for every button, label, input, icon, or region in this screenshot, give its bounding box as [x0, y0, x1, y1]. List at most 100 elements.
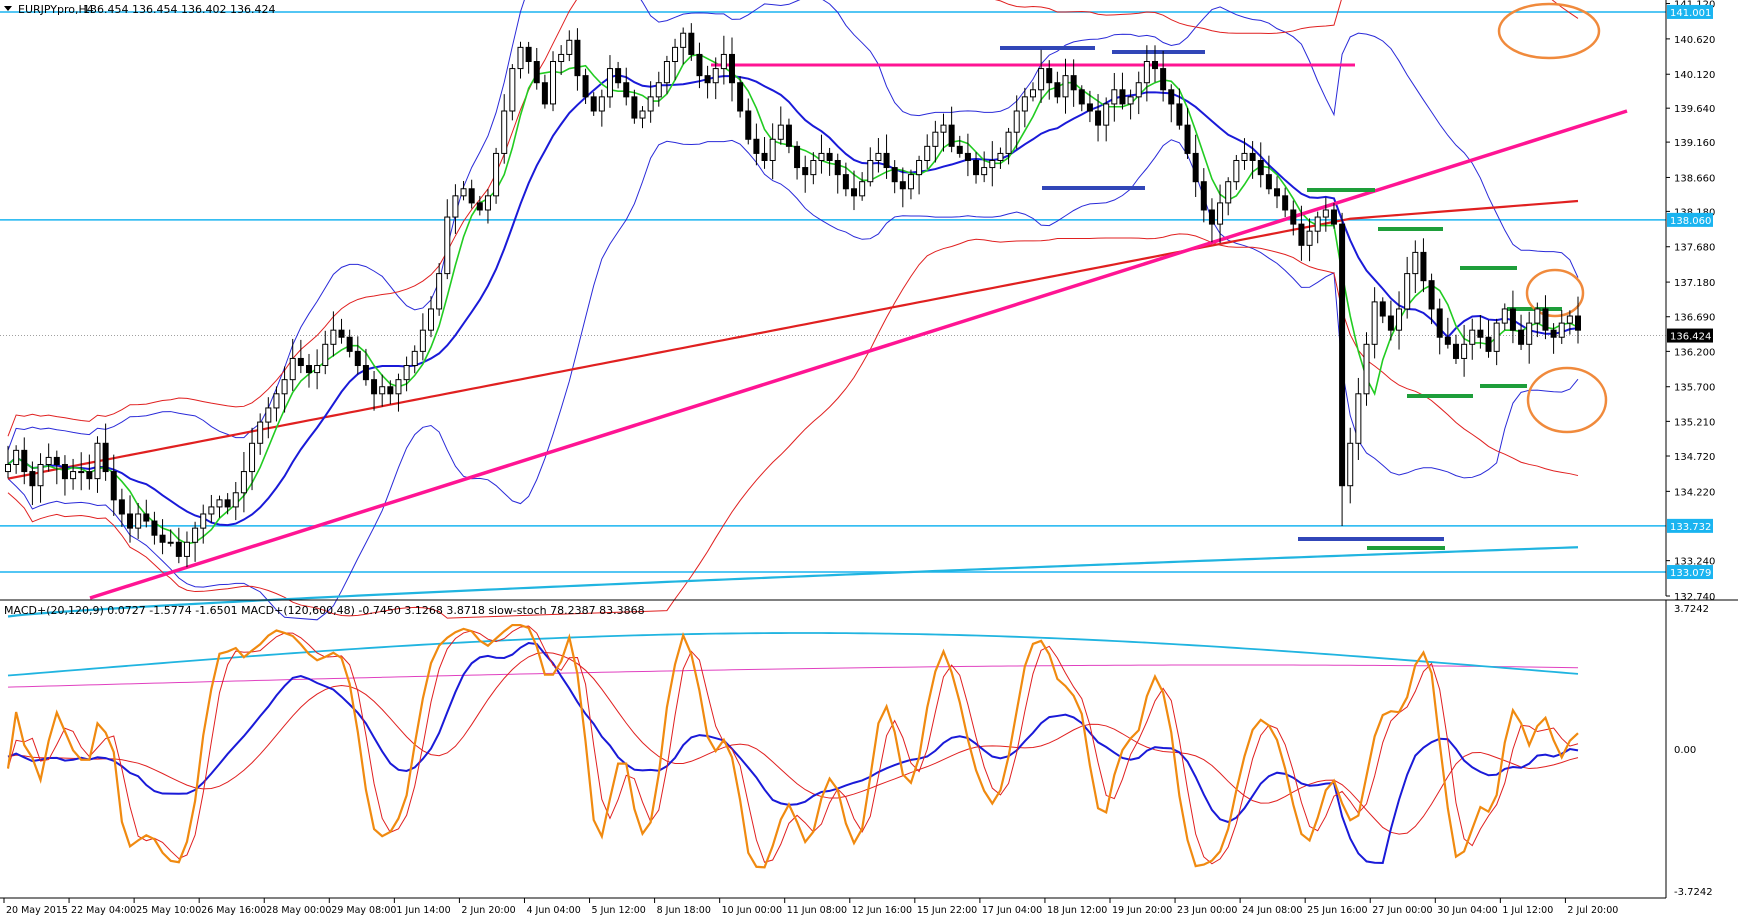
- candle-body: [354, 350, 361, 367]
- candle-body: [289, 357, 296, 381]
- candle-body: [330, 329, 337, 345]
- candle-body: [192, 527, 199, 543]
- candle-body: [1371, 301, 1378, 345]
- chart-header-ohlc: 136.454 136.454 136.402 136.424: [83, 3, 275, 16]
- candle-body: [737, 82, 744, 112]
- candle-body: [623, 82, 630, 98]
- candle-body: [615, 68, 622, 84]
- candle-body: [281, 379, 288, 395]
- candle-body: [802, 167, 809, 176]
- candle-body: [867, 159, 874, 183]
- candle-body: [143, 513, 150, 522]
- candle-body: [1452, 343, 1459, 359]
- price-tick-label: 136.200: [1674, 347, 1715, 358]
- candle-body: [167, 541, 174, 544]
- candle-body: [1151, 61, 1158, 70]
- price-level-flags: 141.001 138.060 136.424 133.732 133.079: [1667, 4, 1713, 580]
- candle-body: [338, 329, 345, 338]
- candle-body: [1550, 329, 1557, 338]
- candle-body: [1347, 442, 1354, 487]
- candle-body: [110, 471, 117, 501]
- candle-body: [1103, 103, 1110, 126]
- candle-body: [232, 492, 239, 508]
- current-price-flag: [1667, 328, 1713, 343]
- candle-body: [606, 68, 613, 98]
- candle-body: [1208, 209, 1215, 225]
- candle-body: [444, 216, 451, 275]
- candle-body: [1542, 308, 1549, 331]
- price-tick-label: 133.240: [1674, 557, 1715, 568]
- candle-body: [590, 96, 597, 112]
- candle-body: [1298, 223, 1305, 246]
- candle-body: [1249, 152, 1256, 161]
- candle-body: [1054, 82, 1061, 98]
- candle-body: [1192, 152, 1199, 183]
- time-tick-label: 24 Jun 08:00: [1242, 905, 1302, 916]
- candle-body: [135, 513, 142, 529]
- candlesticks[interactable]: [5, 23, 1581, 568]
- time-tick-label: 11 Jun 08:00: [787, 905, 847, 916]
- candle-body: [940, 124, 947, 133]
- candle-body: [753, 138, 760, 154]
- level-flag: [1667, 4, 1713, 19]
- candle-body: [175, 541, 182, 557]
- dropdown-icon[interactable]: [4, 6, 12, 11]
- candle-body: [997, 152, 1004, 161]
- oscillator-tick-label: -3.7242: [1674, 887, 1713, 898]
- time-tick-label: 1 Jun 14:00: [396, 905, 450, 916]
- candle-body: [1306, 230, 1313, 246]
- level-flag: [1667, 212, 1713, 227]
- candle-body: [574, 39, 581, 77]
- time-tick-label: 15 Jun 22:00: [917, 905, 977, 916]
- candle-body: [745, 110, 752, 140]
- candle-body: [1436, 308, 1443, 338]
- price-pane[interactable]: EURJPYpro,H4 136.454 136.454 136.402 136…: [0, 0, 1666, 621]
- candle-body: [875, 152, 882, 161]
- oscillator-tick-labels: 3.7242 0.00 -3.7242: [1674, 604, 1713, 898]
- candle-body: [1127, 96, 1134, 105]
- oscillator-lines: [6, 623, 1579, 869]
- candle-body: [533, 61, 540, 84]
- candle-body: [21, 449, 28, 473]
- time-tick-label: 30 Jun 04:00: [1437, 905, 1497, 916]
- slow-macd-line: [7, 632, 1579, 677]
- manual-drawings: [89, 2, 1628, 600]
- candle-body: [1461, 343, 1468, 359]
- candle-body: [200, 513, 207, 529]
- candle-body: [484, 195, 491, 211]
- time-tick-label: 22 May 04:00: [71, 905, 136, 916]
- candle-body: [907, 174, 914, 190]
- candle-body: [314, 365, 321, 374]
- candle-body: [973, 159, 980, 176]
- candle-body: [118, 499, 125, 515]
- price-tick-label: 132.740: [1674, 592, 1715, 603]
- level-label: 133.732: [1670, 522, 1711, 533]
- candle-body: [1314, 216, 1321, 232]
- candle-body: [1509, 308, 1516, 331]
- candle-body: [305, 365, 312, 374]
- stochastic-signal-line: [7, 625, 1579, 865]
- time-axis: 20 May 2015 22 May 04:00 25 May 10:00 26 Ma…: [0, 897, 1666, 916]
- price-tick-label: 140.120: [1674, 70, 1715, 81]
- candle-body: [13, 449, 20, 465]
- candle-body: [1062, 75, 1069, 98]
- price-tick-label: 138.660: [1674, 173, 1715, 184]
- oscillator-pane[interactable]: MACD+(20,120,9) 0.0727 -1.5774 -1.6501 M…: [4, 604, 1579, 869]
- candle-body: [777, 124, 784, 140]
- candle-body: [1168, 89, 1175, 105]
- candle-body: [5, 463, 11, 473]
- time-tick-label: 5 Jun 12:00: [592, 905, 646, 916]
- candle-body: [899, 181, 906, 190]
- mid-moving-average: [7, 74, 1579, 527]
- candle-body: [1135, 82, 1142, 98]
- candle-body: [1005, 131, 1012, 154]
- bollinger-upper: [7, 0, 1579, 451]
- oscillator-axis: 3.7242 0.00 -3.7242: [1665, 600, 1713, 898]
- candle-body: [1404, 273, 1411, 310]
- candle-body: [322, 343, 329, 367]
- candle-body: [436, 273, 443, 310]
- candle-body: [842, 174, 849, 190]
- candle-body: [1046, 68, 1053, 84]
- candle-body: [1387, 315, 1394, 331]
